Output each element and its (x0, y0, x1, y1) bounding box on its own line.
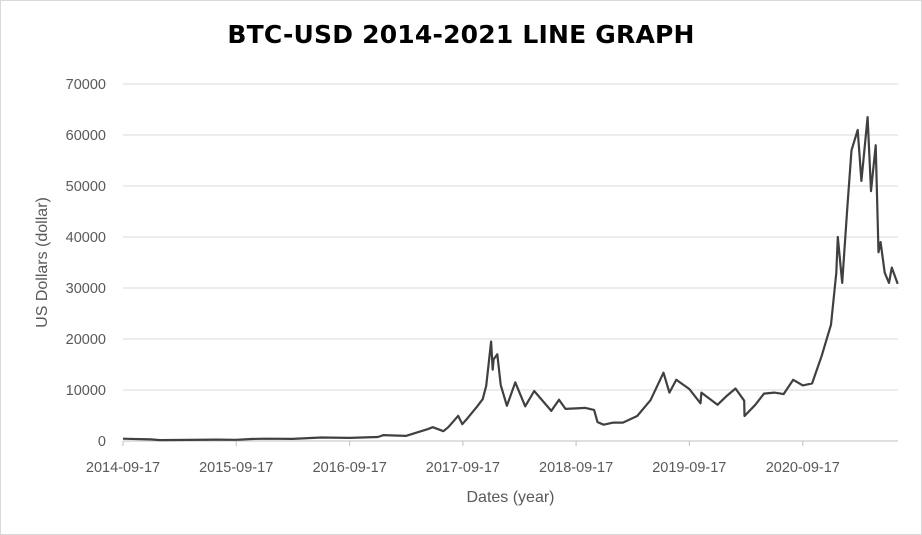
x-tick-label: 2017-09-17 (426, 460, 500, 476)
x-tick-labels: 2014-09-17 2015-09-17 2016-09-17 2017-09-17… (86, 460, 840, 476)
x-axis-title: Dates (year) (466, 489, 554, 506)
x-tick-marks (122, 441, 804, 446)
x-tick-label: 2019-09-17 (652, 460, 726, 476)
x-tick-label: 2020-09-17 (766, 460, 840, 476)
x-tick-label: 2016-09-17 (313, 460, 387, 476)
y-tick-label: 0 (98, 434, 106, 450)
x-tick-label: 2018-09-17 (539, 460, 613, 476)
x-tick-label: 2014-09-17 (86, 460, 160, 476)
x-tick-label: 2015-09-17 (199, 460, 273, 476)
y-tick-label: 60000 (66, 128, 106, 144)
btc-usd-line (122, 116, 899, 442)
y-tick-label: 40000 (66, 230, 106, 246)
y-tick-label: 30000 (66, 281, 106, 297)
y-tick-label: 10000 (66, 383, 106, 399)
y-tick-label: 20000 (66, 332, 106, 348)
y-axis-title: US Dollars (dollar) (34, 197, 51, 328)
y-tick-labels: 0 10000 20000 30000 40000 50000 60000 70000 (66, 77, 106, 450)
y-tick-label: 70000 (66, 77, 106, 93)
gridlines (123, 83, 898, 391)
y-tick-label: 50000 (66, 179, 106, 195)
chart-title: BTC-USD 2014-2021 LINE GRAPH (227, 20, 695, 49)
